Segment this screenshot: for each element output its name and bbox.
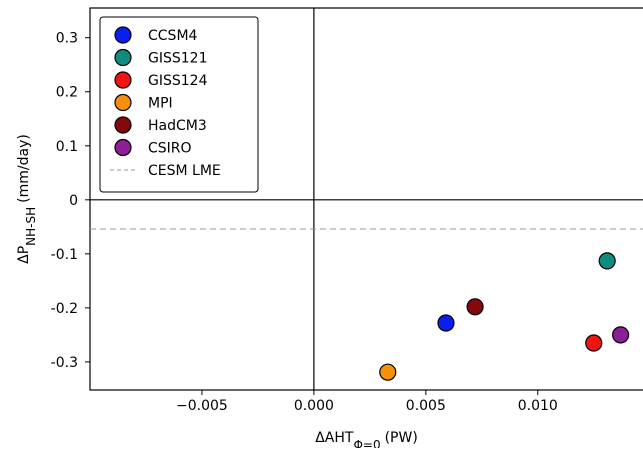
point — [598, 252, 616, 270]
point — [466, 298, 484, 316]
legend-marker — [114, 93, 132, 112]
legend-box — [99, 16, 259, 193]
legend-marker — [114, 138, 132, 157]
x-label-main: ΔAHT — [315, 430, 354, 446]
legend-label: GISS124 — [148, 73, 208, 89]
legend-marker — [114, 48, 132, 67]
y-tick-label: -0.1 — [51, 247, 78, 263]
y-label-main: ΔP — [16, 246, 32, 264]
x-label-unit: (PW) — [385, 430, 418, 446]
legend-label: GISS121 — [148, 51, 207, 67]
legend-label: CSIRO — [148, 141, 192, 157]
x-axis-label: ΔAHTΦ=0 (PW) — [315, 430, 418, 448]
y-axis-label: ΔPNH-SH (mm/day) — [16, 134, 38, 264]
legend-marker — [114, 26, 132, 44]
x-tick-label: 0.005 — [406, 398, 446, 414]
x-tick-label: −0.005 — [176, 398, 228, 414]
x-label-sub: Φ=0 — [353, 438, 380, 448]
legend-label: HadCM3 — [148, 118, 207, 134]
y-tick-label: 0 — [69, 193, 78, 209]
point — [437, 314, 455, 332]
y-tick-label: 0.2 — [56, 85, 78, 101]
plot-frame — [89, 7, 643, 391]
legend-marker — [114, 71, 132, 89]
x-tick-label: 0.010 — [518, 398, 558, 414]
y-label-sub: NH-SH — [24, 207, 38, 246]
y-tick-label: -0.3 — [51, 355, 78, 371]
legend-marker — [114, 116, 132, 134]
legend-label: MPI — [148, 96, 173, 112]
legend: CCSM4 GISS121 GISS124 MPI HadCM3 CSIRO CESM LM… — [99, 16, 259, 193]
x-tick-label: 0.000 — [294, 398, 334, 414]
legend-label: CCSM4 — [148, 28, 198, 44]
point — [585, 334, 603, 352]
point — [612, 326, 630, 344]
legend-label: CESM LME — [148, 163, 221, 179]
y-tick-label: -0.2 — [51, 301, 78, 317]
y-label-unit: (mm/day) — [16, 134, 32, 203]
point — [379, 363, 397, 381]
y-tick-label: 0.3 — [56, 31, 78, 47]
y-tick-label: 0.1 — [56, 139, 78, 155]
